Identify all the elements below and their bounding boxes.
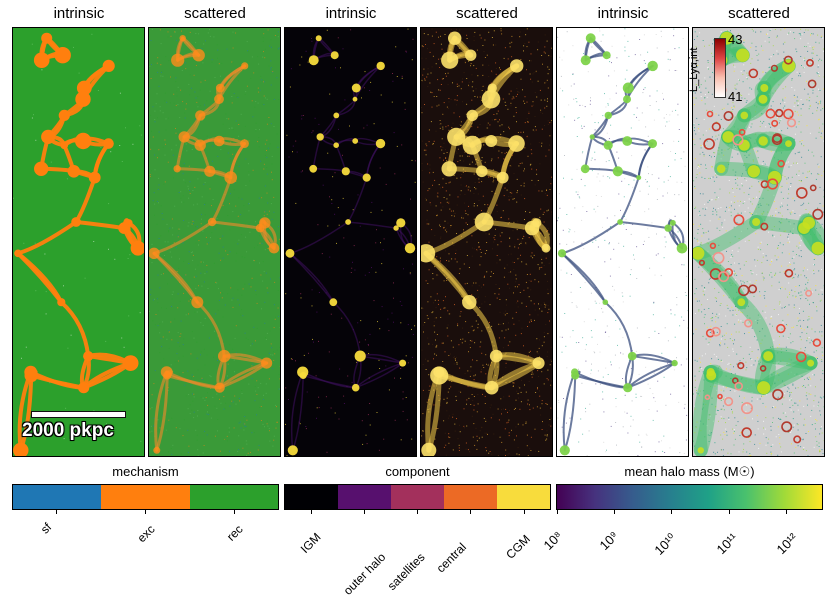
mechanism-tickmark: [145, 510, 146, 514]
halo-mass-tickmark: [786, 510, 787, 514]
halo-mass-colorbar-title: mean halo mass (M☉): [556, 464, 823, 480]
map-texture: [421, 28, 553, 457]
mechanism-intrinsic-panel: [12, 27, 145, 457]
component-tick-central: central: [434, 540, 469, 575]
component-tick-satellites: satellites: [385, 550, 428, 593]
halo-mass-tick-1e10: 10¹⁰: [651, 530, 679, 558]
halo-mass-tickmark: [729, 510, 730, 514]
map-texture: [693, 28, 825, 457]
component-tick-cgm: CGM: [503, 532, 533, 562]
component-intrinsic-panel: [284, 27, 417, 457]
colorbar-segment: [338, 485, 391, 509]
component-tickmark: [417, 510, 418, 514]
mechanism-tick-sf: sf: [38, 520, 55, 537]
colorbar-segment: [190, 485, 278, 509]
map-texture: [149, 28, 281, 457]
halo-mass-tickmark: [557, 510, 558, 514]
halo-mass-tick-1e12: 10¹²: [773, 530, 800, 557]
halo-mass-tick-1e11: 10¹¹: [713, 530, 740, 557]
mechanism-scattered-panel: [148, 27, 281, 457]
mechanism-tick-rec: rec: [224, 522, 246, 544]
component-colorbar: [284, 484, 551, 510]
colorbar-segment: [13, 485, 101, 509]
colorbar-segment: [497, 485, 550, 509]
colorbar-segment: [391, 485, 444, 509]
halo-mass-tick-1e8: 10⁸: [541, 528, 566, 553]
panel-title-6: scattered: [692, 5, 826, 22]
panel-title-5: intrinsic: [556, 5, 690, 22]
map-texture: [13, 28, 145, 457]
colorbar-segment: [444, 485, 497, 509]
component-colorbar-title: component: [284, 464, 551, 479]
halo-mass-tick-1e9: 10⁹: [597, 528, 622, 553]
inset-colorbar-axis-label: L_Lyα,int: [688, 48, 700, 92]
halo-mass-intrinsic-panel: [556, 27, 689, 457]
inset-colorbar-bottom-label: 41: [728, 89, 742, 104]
panel-title-2: scattered: [148, 5, 282, 22]
component-scattered-panel: [420, 27, 553, 457]
map-texture: [285, 28, 417, 457]
panel-title-3: intrinsic: [284, 5, 418, 22]
component-tickmark: [470, 510, 471, 514]
inset-luminosity-colorbar: [714, 38, 726, 98]
mechanism-tickmark: [234, 510, 235, 514]
mechanism-tickmark: [56, 510, 57, 514]
inset-colorbar-top-label: 43: [728, 32, 742, 47]
halo-mass-scattered-panel: [692, 27, 825, 457]
component-tickmark: [311, 510, 312, 514]
scale-bar: [31, 411, 126, 418]
component-tickmark: [364, 510, 365, 514]
colorbar-segment: [101, 485, 189, 509]
mechanism-colorbar-title: mechanism: [12, 464, 279, 479]
mechanism-colorbar: [12, 484, 279, 510]
map-texture: [557, 28, 689, 457]
scale-bar-label: 2000 pkpc: [22, 420, 114, 442]
component-tick-igm: IGM: [298, 530, 324, 556]
component-tick-outer-halo: outer halo: [341, 550, 389, 598]
component-tickmark: [524, 510, 525, 514]
panel-title-4: scattered: [420, 5, 554, 22]
mechanism-tick-exc: exc: [135, 522, 158, 545]
halo-mass-tickmark: [671, 510, 672, 514]
halo-mass-tickmark: [614, 510, 615, 514]
panel-title-1: intrinsic: [12, 5, 146, 22]
colorbar-segment: [285, 485, 338, 509]
halo-mass-colorbar: [556, 484, 823, 510]
